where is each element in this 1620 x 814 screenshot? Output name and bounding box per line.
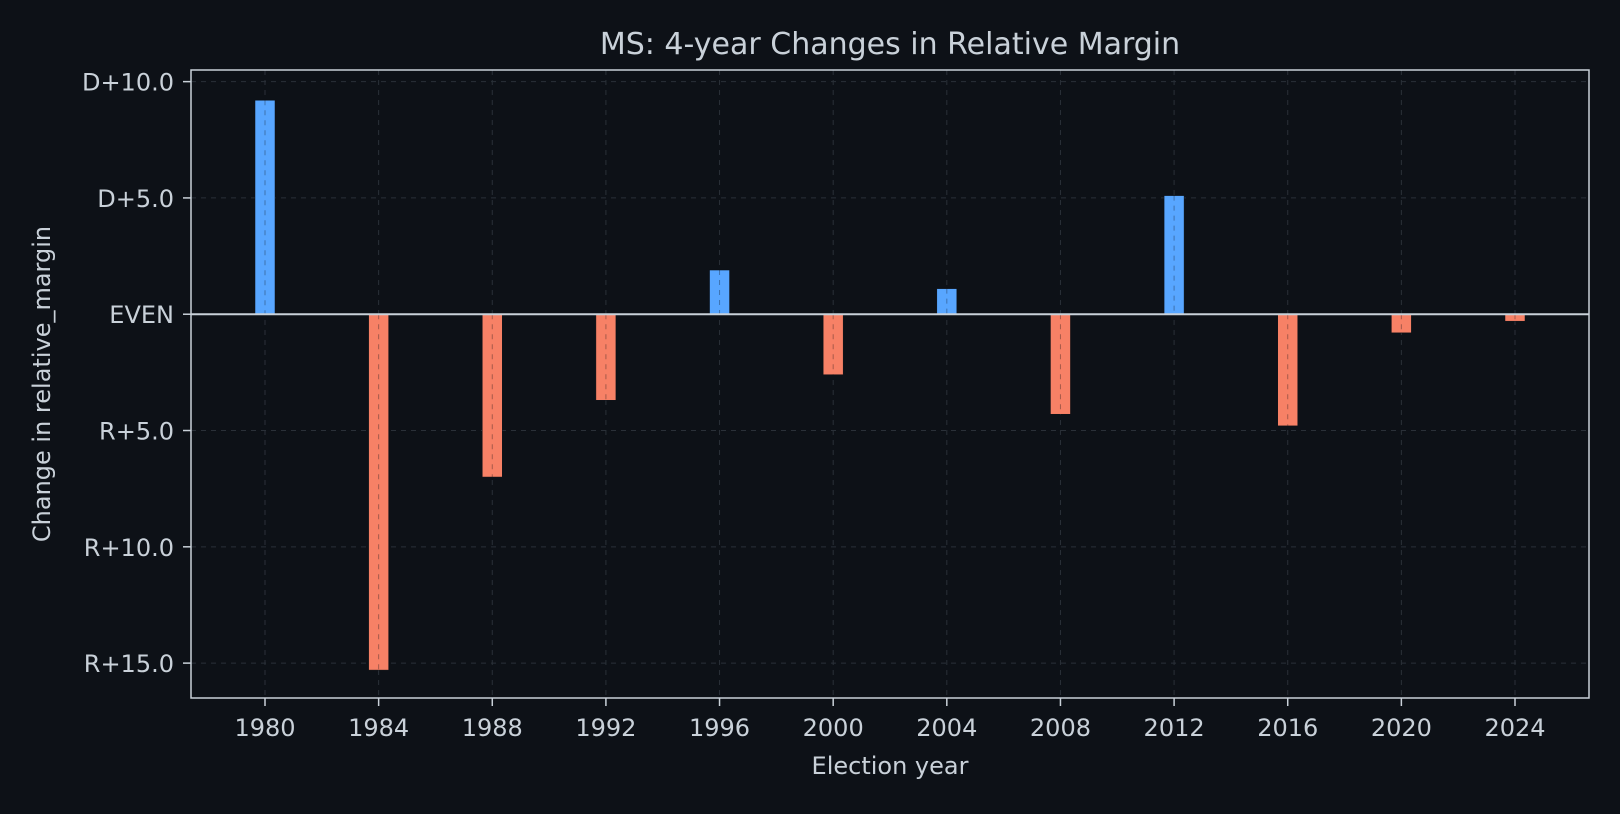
y-tick-label: EVEN (109, 301, 174, 329)
x-tick-label: 2000 (803, 714, 864, 742)
x-axis-title: Election year (812, 752, 969, 780)
y-axis-title: Change in relative_margin (28, 226, 56, 542)
x-tick-label: 1980 (234, 714, 295, 742)
y-axis-ticks: D+10.0 D+5.0 EVEN R+5.0 R+10.0 R+15.0 (82, 69, 191, 678)
x-tick-label: 2024 (1484, 714, 1545, 742)
x-tick-label: 1996 (689, 714, 750, 742)
x-tick-label: 1984 (348, 714, 409, 742)
x-axis-ticks: 1980 1984 1988 1992 1996 2000 2004 2008 2012 2016… (234, 698, 1546, 742)
y-tick-label: R+15.0 (84, 650, 174, 678)
x-tick-label: 1992 (575, 714, 636, 742)
plot-frame (190, 69, 1590, 699)
x-tick-label: 2012 (1144, 714, 1205, 742)
y-tick-label: R+5.0 (99, 418, 174, 446)
x-tick-label: 2008 (1030, 714, 1091, 742)
x-tick-label: 1988 (462, 714, 523, 742)
plot-area (191, 70, 1589, 698)
x-tick-label: 2004 (916, 714, 977, 742)
y-tick-label: D+10.0 (82, 69, 174, 97)
x-tick-label: 2016 (1257, 714, 1318, 742)
y-tick-label: D+5.0 (97, 185, 174, 213)
bars (254, 99, 1526, 671)
chart-title: MS: 4-year Changes in Relative Margin (600, 27, 1180, 62)
y-tick-label: R+10.0 (84, 534, 174, 562)
x-tick-label: 2020 (1371, 714, 1432, 742)
